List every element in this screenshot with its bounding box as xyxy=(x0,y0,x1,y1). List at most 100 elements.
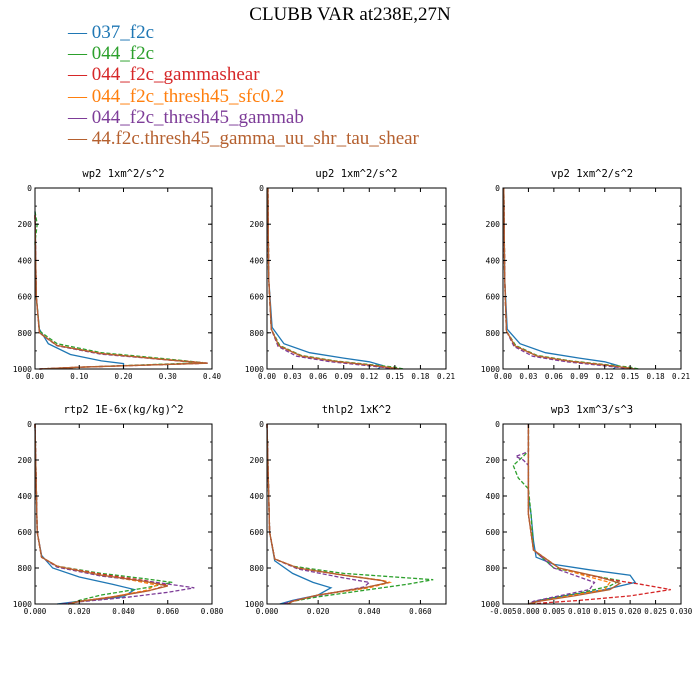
y-tick-label: 200 xyxy=(486,220,501,229)
series-line xyxy=(266,423,390,605)
series-line xyxy=(267,187,404,370)
x-tick-label: 0.09 xyxy=(335,372,353,381)
y-tick-label: 400 xyxy=(486,492,501,501)
legend: — 037_f2c — 044_f2c — 044_f2c_gammashear… xyxy=(68,22,419,149)
x-tick-label: 0.21 xyxy=(672,372,690,381)
legend-swatch: — xyxy=(68,128,87,150)
legend-swatch: — xyxy=(68,106,87,128)
x-tick-label: 0.005 xyxy=(543,607,566,616)
series-line xyxy=(267,187,395,370)
series-line xyxy=(503,187,631,370)
y-tick-label: 800 xyxy=(18,564,33,573)
series-line xyxy=(34,211,125,369)
x-tick-label: 0.000 xyxy=(256,607,279,616)
x-tick-label: 0.30 xyxy=(159,372,178,381)
y-tick-label: 0 xyxy=(27,184,32,193)
y-tick-label: 600 xyxy=(18,293,33,302)
legend-item: — 044_f2c xyxy=(68,43,419,64)
series-line xyxy=(34,215,208,370)
series-line xyxy=(267,187,400,370)
x-tick-label: 0.21 xyxy=(437,372,455,381)
series-line xyxy=(512,424,622,605)
y-tick-label: 0 xyxy=(259,420,264,429)
y-tick-label: 1000 xyxy=(481,600,500,609)
y-tick-label: 400 xyxy=(250,256,265,265)
legend-swatch: — xyxy=(68,43,87,65)
series-line xyxy=(34,423,168,605)
x-tick-label: 0.10 xyxy=(70,372,89,381)
x-tick-label: 0.00 xyxy=(494,372,513,381)
x-tick-label: 0.060 xyxy=(156,607,179,616)
panel-title: thlp2 1xK^2 xyxy=(322,404,392,416)
series-line xyxy=(266,423,393,605)
y-tick-label: 600 xyxy=(18,528,33,537)
y-tick-label: 400 xyxy=(250,492,265,501)
x-tick-label: 0.18 xyxy=(647,372,666,381)
y-tick-label: 800 xyxy=(486,329,501,338)
y-tick-label: 0 xyxy=(27,420,32,429)
y-tick-label: 800 xyxy=(18,329,33,338)
x-tick-label: 0.03 xyxy=(284,372,302,381)
legend-label: 037_f2c xyxy=(91,22,155,43)
y-tick-label: 1000 xyxy=(245,600,264,609)
y-tick-label: 200 xyxy=(250,220,265,229)
series-line xyxy=(34,423,195,605)
x-tick-label: 0.015 xyxy=(593,607,616,616)
x-tick-label: 0.00 xyxy=(258,372,277,381)
series-line xyxy=(514,424,596,605)
series-line xyxy=(34,423,168,605)
series-line xyxy=(34,423,137,605)
legend-swatch: — xyxy=(68,85,87,107)
series-line xyxy=(503,187,635,370)
series-line xyxy=(34,211,204,370)
series-line xyxy=(267,187,400,370)
x-tick-label: 0.18 xyxy=(411,372,430,381)
y-tick-label: 800 xyxy=(250,564,265,573)
legend-item: — 044_f2c_thresh45_sfc0.2 xyxy=(68,86,419,107)
y-tick-label: 200 xyxy=(18,220,33,229)
x-tick-label: 0.06 xyxy=(309,372,328,381)
legend-label: 44.f2c.thresh45_gamma_uu_shr_tau_shear xyxy=(91,128,419,150)
panel-title: vp2 1xm^2/s^2 xyxy=(551,168,633,180)
series-line xyxy=(34,423,159,605)
legend-swatch: — xyxy=(68,22,87,43)
x-tick-label: 0.20 xyxy=(114,372,133,381)
legend-swatch: — xyxy=(68,64,87,86)
series-line xyxy=(266,423,434,605)
y-tick-label: 200 xyxy=(18,456,33,465)
chart-title: CLUBB VAR at238E,27N xyxy=(249,4,451,25)
y-tick-label: 400 xyxy=(18,492,33,501)
series-line xyxy=(266,423,390,605)
x-tick-label: 0.025 xyxy=(644,607,667,616)
legend-label: 044_f2c xyxy=(91,43,155,65)
legend-label: 044_f2c_thresh45_sfc0.2 xyxy=(91,85,285,107)
x-tick-label: 0.09 xyxy=(570,372,588,381)
y-tick-label: 200 xyxy=(486,456,501,465)
y-tick-label: 800 xyxy=(486,564,501,573)
x-tick-label: 0.12 xyxy=(596,372,614,381)
plot-frame xyxy=(266,187,447,370)
x-tick-label: 0.00 xyxy=(26,372,45,381)
x-tick-label: 0.06 xyxy=(545,372,564,381)
y-tick-label: 0 xyxy=(495,184,500,193)
panel-title: up2 1xm^2/s^2 xyxy=(315,168,397,180)
y-tick-label: 0 xyxy=(259,184,264,193)
x-tick-label: 0.15 xyxy=(621,372,639,381)
x-tick-label: 0.020 xyxy=(68,607,91,616)
x-tick-label: 0.03 xyxy=(519,372,537,381)
legend-label: 044_f2c_gammashear xyxy=(91,64,260,86)
series-line xyxy=(267,187,396,370)
x-tick-label: 0.080 xyxy=(201,607,224,616)
x-tick-label: 0.000 xyxy=(517,607,540,616)
y-tick-label: 1000 xyxy=(245,365,264,374)
y-tick-label: 800 xyxy=(250,329,265,338)
x-tick-label: 0.040 xyxy=(358,607,381,616)
y-tick-label: 600 xyxy=(250,528,265,537)
x-tick-label: 0.040 xyxy=(112,607,135,616)
series-line xyxy=(503,187,635,370)
